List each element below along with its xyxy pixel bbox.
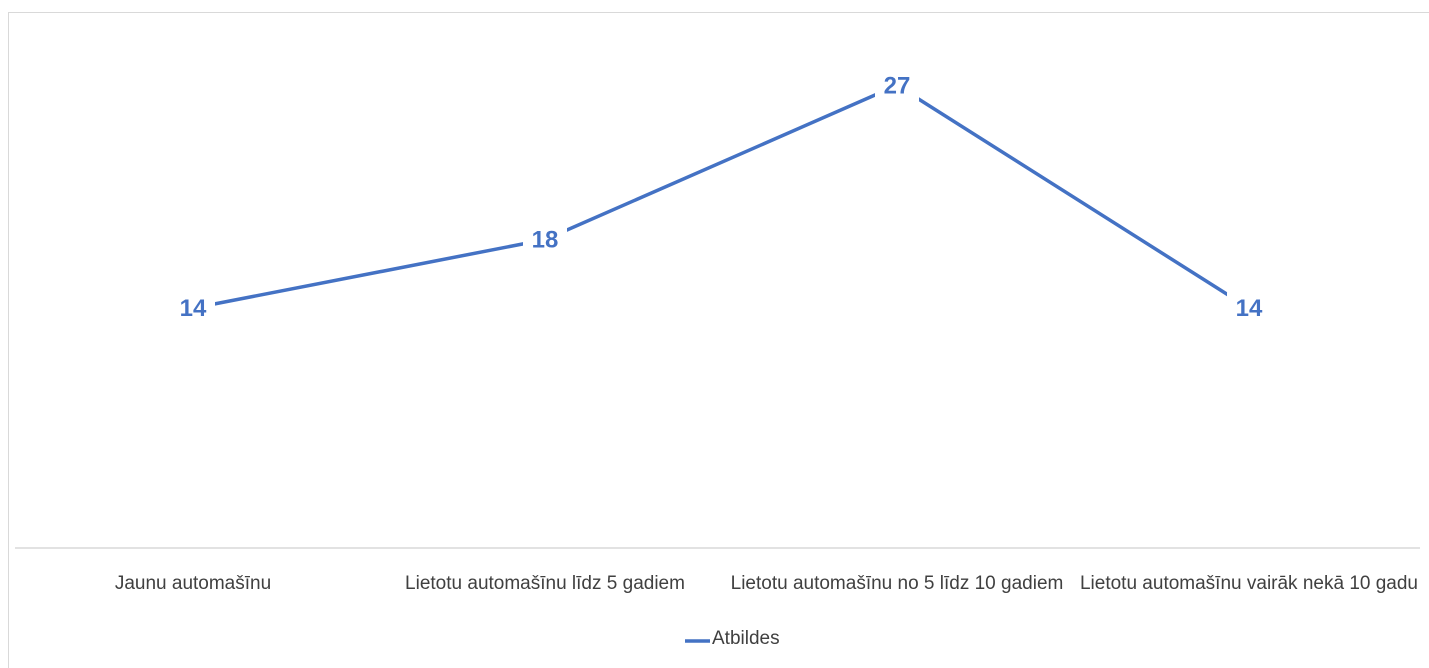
x-tick-label: Lietotu automašīnu no 5 līdz 10 gadiem [730, 573, 1064, 594]
x-tick-label: Jaunu automašīnu [114, 573, 272, 594]
data-label-bg [1227, 292, 1271, 325]
series-line [192, 83, 1250, 310]
chart-border [8, 12, 1429, 668]
data-label: 18 [532, 227, 559, 254]
data-label: 14 [180, 295, 207, 322]
data-label: 14 [1236, 295, 1263, 322]
x-tick-label: Lietotu automašīnu vairāk nekā 10 gadu [1079, 573, 1418, 594]
data-label-bg [171, 292, 215, 325]
data-label-bg [523, 223, 567, 256]
data-label: 27 [884, 72, 911, 99]
legend-label: Atbildes [712, 628, 780, 649]
data-label-bg [875, 69, 919, 102]
x-tick-label: Lietotu automašīnu līdz 5 gadiem [405, 573, 685, 594]
